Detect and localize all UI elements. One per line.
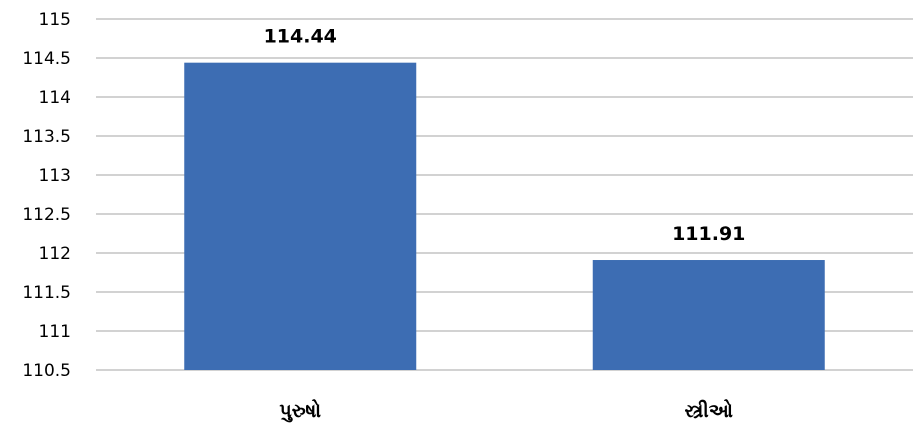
category-label: સ્ત્રીઓ [685,399,733,422]
y-tick-label: 112 [39,244,71,264]
y-tick-label: 114 [39,88,71,108]
y-tick-label: 111 [39,322,71,342]
bar [592,260,825,370]
y-tick-label: 110.5 [22,361,71,381]
data-label: 114.44 [264,26,337,48]
y-tick-label: 113.5 [22,127,71,147]
bar [184,62,417,371]
y-tick-label: 112.5 [22,205,71,225]
y-tick-label: 113 [39,166,71,186]
category-label: પુરુષો [279,399,321,422]
y-tick-label: 114.5 [22,49,71,69]
y-tick-label: 111.5 [22,283,71,303]
data-label: 111.91 [672,223,745,245]
y-tick-label: 115 [39,10,71,30]
